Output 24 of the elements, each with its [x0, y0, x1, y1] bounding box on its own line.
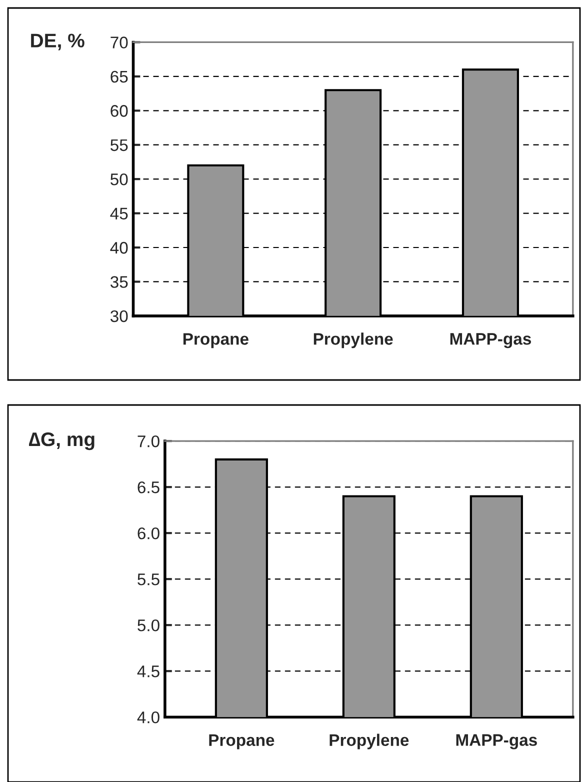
y-tick-label: 40 — [110, 242, 128, 254]
y-axis-title: ∆G, mg — [29, 432, 94, 450]
y-tick-label: 50 — [110, 173, 128, 186]
y-tick-label: 4.0 — [137, 711, 160, 724]
y-tick-label: 7.0 — [138, 435, 160, 448]
y-tick-label: 45 — [110, 208, 128, 220]
x-tick-label: MAPP-gas — [450, 333, 532, 348]
y-tick-label: 5.0 — [138, 619, 160, 632]
x-tick-label: Propylene — [314, 332, 393, 348]
y-tick-label: 6.5 — [138, 481, 160, 494]
y-tick-label: 60 — [110, 105, 128, 117]
y-tick-label: 5.5 — [138, 574, 160, 586]
y-tick-label: 70 — [110, 36, 128, 48]
y-tick-label: 30 — [110, 310, 128, 322]
x-tick-label: Propane — [209, 734, 274, 750]
x-tick-label: MAPP-gas — [456, 734, 537, 750]
y-axis-title: DE, % — [31, 34, 84, 50]
x-tick-label: Propylene — [330, 734, 409, 750]
y-tick-label: 4.5 — [137, 666, 160, 678]
y-tick-label: 6.0 — [138, 527, 160, 540]
x-tick-label: Propane — [183, 333, 248, 348]
y-tick-label: 35 — [110, 276, 128, 288]
y-tick-label: 55 — [110, 139, 128, 152]
y-tick-label: 65 — [110, 70, 128, 83]
